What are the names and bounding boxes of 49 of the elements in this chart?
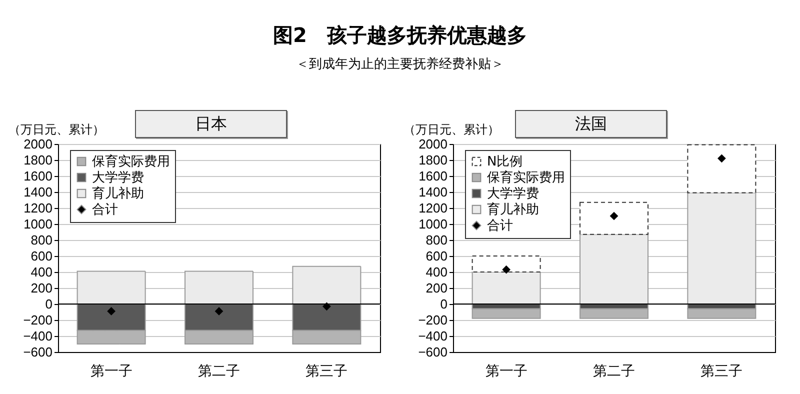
text: ＜到成年为止的主要抚养经费补贴＞ — [295, 56, 505, 73]
y-tick-label: 0 — [440, 296, 448, 312]
y-tick-label: 1600 — [418, 168, 448, 184]
legend-label: 育儿补助 — [92, 186, 144, 202]
y-axis-title: （万日元、累计） — [404, 122, 500, 136]
x-tick-label: 第三子 — [306, 364, 348, 380]
y-axis-title: （万日元、累计） — [8, 122, 104, 136]
legend-label: N比例 — [487, 154, 523, 170]
x-tick-label: 第二子 — [593, 364, 635, 380]
legend-label: 育儿补助 — [487, 202, 539, 218]
x-tick-label: 第二子 — [198, 364, 240, 380]
caption: 图2 孩子越多抚养优惠越多 — [272, 22, 528, 49]
legend-label: 大学学费 — [487, 186, 539, 202]
y-tick-label: 400 — [30, 264, 52, 280]
y-tick-label: 400 — [426, 264, 448, 280]
y-tick-label: 1800 — [418, 152, 448, 168]
y-tick-label: −200 — [418, 312, 448, 328]
y-tick-label: 800 — [30, 232, 52, 248]
y-tick-label: 1800 — [24, 152, 52, 168]
y-tick-label: 600 — [30, 248, 52, 264]
y-tick-label: 2000 — [418, 136, 448, 152]
y-tick-label: −400 — [23, 328, 52, 344]
chart-title: 法国 — [515, 110, 667, 138]
y-tick-label: 1400 — [24, 184, 52, 200]
legend-label: 合计 — [92, 202, 118, 218]
y-tick-label: 1600 — [24, 168, 52, 184]
y-tick-label: 1400 — [418, 184, 448, 200]
y-tick-label: 800 — [426, 232, 448, 248]
y-tick-label: −600 — [23, 344, 52, 360]
y-tick-label: −600 — [418, 344, 448, 360]
y-tick-label: 1000 — [24, 216, 52, 232]
y-tick-label: 2000 — [24, 136, 52, 152]
y-tick-label: 200 — [30, 280, 52, 296]
y-tick-label: 600 — [426, 248, 448, 264]
y-tick-label: 1000 — [418, 216, 448, 232]
legend-label: 保育实际费用 — [487, 170, 565, 186]
x-tick-label: 第一子 — [90, 364, 132, 380]
y-tick-label: 0 — [45, 296, 52, 312]
y-tick-label: −400 — [418, 328, 448, 344]
y-tick-label: 1200 — [418, 200, 448, 216]
legend-label: 合计 — [487, 218, 513, 234]
legend-label: 大学学费 — [92, 170, 144, 186]
x-tick-label: 第一子 — [485, 364, 528, 380]
x-tick-label: 第三子 — [700, 364, 743, 380]
legend-label: 保育实际费用 — [92, 154, 170, 170]
y-tick-label: 1200 — [24, 200, 52, 216]
y-tick-label: −200 — [23, 312, 52, 328]
chart-title: 日本 — [135, 110, 287, 138]
y-tick-label: 200 — [426, 280, 448, 296]
